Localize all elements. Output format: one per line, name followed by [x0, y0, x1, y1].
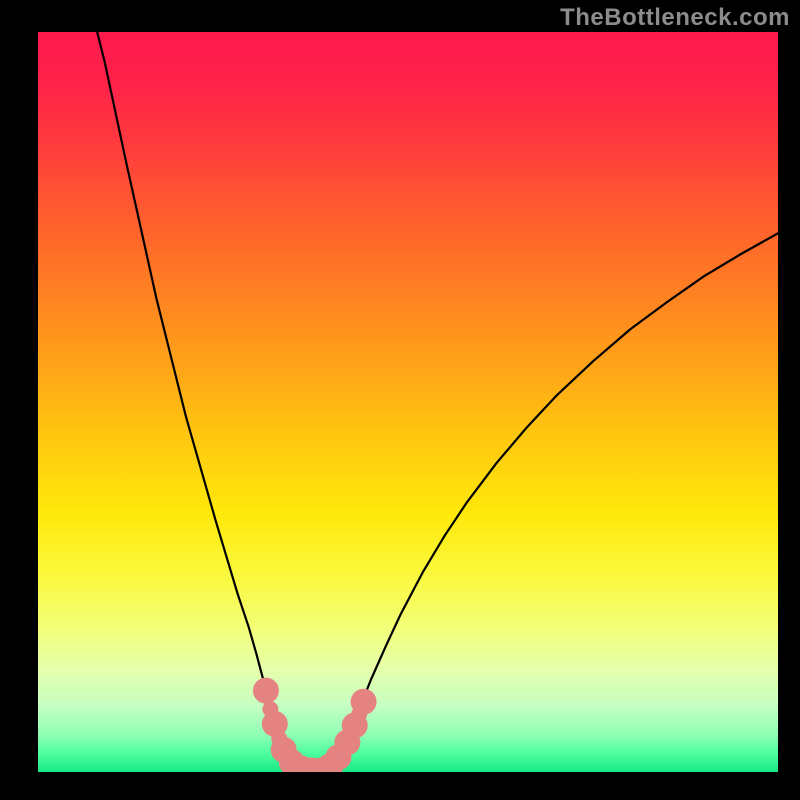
marker-dot	[342, 712, 368, 738]
marker-dot	[262, 711, 288, 737]
plot-background	[38, 32, 778, 772]
bottleneck-curve-plot	[38, 32, 778, 772]
marker-dot	[253, 678, 279, 704]
watermark-text: TheBottleneck.com	[560, 4, 790, 32]
chart-root: TheBottleneck.com	[0, 0, 800, 800]
marker-dot	[351, 689, 377, 715]
plot-svg	[38, 32, 778, 772]
